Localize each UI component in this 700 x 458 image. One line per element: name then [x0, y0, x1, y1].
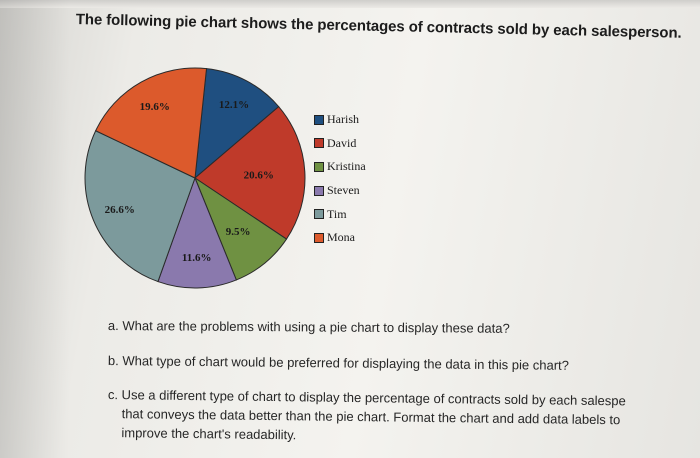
legend-swatch	[314, 161, 324, 172]
legend-swatch	[314, 209, 324, 220]
pie-slice-mona	[95, 67, 208, 179]
legend-swatch	[314, 138, 324, 149]
legend-swatch	[314, 232, 324, 243]
slice-label-david: 20.6%	[244, 169, 274, 181]
legend-swatch	[314, 114, 324, 125]
legend-item-harish: Harish	[314, 108, 404, 132]
question-c: c. Use a different type of chart to disp…	[107, 385, 700, 449]
legend-item-mona: Mona	[314, 226, 404, 250]
legend-item-tim: Tim	[314, 202, 404, 226]
page-shadow	[0, 0, 70, 458]
legend-swatch	[314, 185, 324, 196]
slice-label-tim: 26.6%	[105, 204, 135, 216]
question-heading: The following pie chart shows the percen…	[75, 11, 682, 42]
legend-item-steven: Steven	[314, 179, 404, 203]
top-edge	[0, 0, 700, 8]
question-a: a. What are the problems with using a pi…	[107, 318, 510, 336]
pie-slice-steven	[157, 176, 238, 289]
chart-legend: Harish David Kristina Steven Tim Mona	[314, 108, 404, 250]
legend-item-david: David	[314, 132, 404, 156]
slice-label-steven: 11.6%	[182, 252, 212, 264]
slice-label-harish: 12.1%	[219, 99, 249, 111]
legend-label: Tim	[327, 206, 347, 221]
legend-item-kristina: Kristina	[314, 155, 404, 179]
pie-slice-tim	[84, 130, 196, 283]
legend-label: Harish	[327, 112, 359, 127]
legend-label: David	[327, 135, 357, 150]
legend-label: Steven	[327, 183, 360, 198]
legend-label: Mona	[327, 230, 355, 245]
pie-chart: 12.1% 20.6% 9.5% 11.6% 26.6% 19.6%	[84, 67, 306, 289]
slice-label-mona: 19.6%	[140, 101, 170, 113]
legend-label: Kristina	[327, 159, 366, 174]
slice-label-kristina: 9.5%	[226, 226, 251, 238]
question-b: b. What type of chart would be preferred…	[107, 353, 570, 373]
pie-slice-david	[194, 105, 306, 240]
pie-slice-harish	[194, 68, 280, 180]
